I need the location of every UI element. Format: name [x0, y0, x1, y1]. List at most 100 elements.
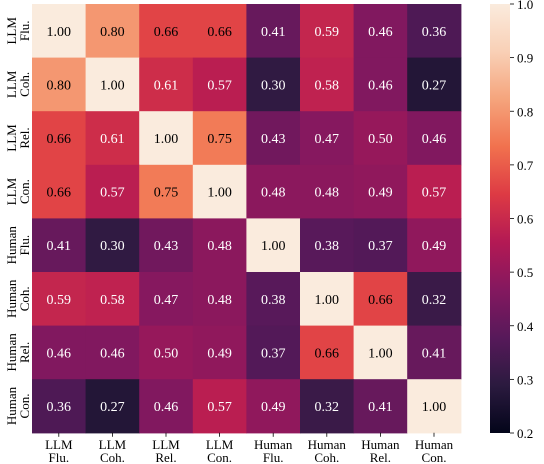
heatmap-cell	[192, 325, 247, 380]
heatmap-cell	[353, 218, 408, 273]
cell-value-label: 0.66	[47, 132, 72, 147]
cell-value-label: 0.48	[261, 186, 286, 201]
cell-value-label: 0.57	[100, 186, 125, 201]
heatmap-cell	[353, 325, 408, 380]
cell-value-label: 0.57	[207, 400, 232, 415]
cell-value-label: 0.32	[422, 293, 447, 308]
colorbar-tick-label: 0.3	[517, 372, 533, 387]
heatmap-cell	[32, 111, 87, 166]
svg-text:Human: Human	[4, 279, 19, 318]
heatmap-cell	[300, 218, 355, 273]
heatmap-cell	[32, 272, 87, 327]
cell-value-label: 0.41	[47, 239, 72, 254]
svg-text:Human: Human	[4, 386, 19, 425]
cell-value-label: 0.38	[315, 239, 340, 254]
column-label-line1: Human	[415, 437, 454, 452]
cell-value-label: 0.43	[261, 132, 286, 147]
heatmap-cell	[407, 218, 462, 273]
heatmap-cell	[85, 4, 140, 59]
heatmap-cell	[32, 4, 87, 59]
column-label-line1: Human	[308, 437, 347, 452]
column-label-line2: Coh.	[314, 450, 339, 464]
row-labels: LLMFlu.LLMCoh.LLMRel.LLMCon.HumanFlu.Hum…	[4, 17, 32, 425]
cell-value-label: 0.46	[422, 132, 447, 147]
cell-value-label: 0.30	[261, 78, 286, 93]
cell-value-label: 0.57	[207, 78, 232, 93]
svg-text:Human: Human	[4, 333, 19, 372]
svg-text:Flu.: Flu.	[17, 235, 32, 256]
colorbar-tick-label: 0.6	[517, 212, 534, 227]
cell-value-label: 0.41	[368, 400, 393, 415]
heatmap-cell	[300, 4, 355, 59]
heatmap-cell	[32, 164, 87, 219]
cell-value-label: 0.58	[315, 78, 340, 93]
heatmap-cell	[407, 111, 462, 166]
cell-value-label: 0.41	[422, 346, 447, 361]
column-label-line2: Flu.	[263, 450, 284, 464]
cell-value-label: 0.75	[207, 132, 232, 147]
cell-value-label: 1.00	[261, 239, 286, 254]
heatmap-cell	[246, 111, 301, 166]
column-label-line2: Rel.	[155, 450, 176, 464]
cell-value-label: 1.00	[422, 400, 447, 415]
heatmap-cell	[246, 4, 301, 59]
heatmap-cell	[192, 4, 247, 59]
cell-value-label: 0.27	[422, 78, 447, 93]
colorbar-tick-label: 1.0	[517, 0, 533, 12]
heatmap-cell	[407, 57, 462, 112]
svg-text:Rel.: Rel.	[17, 127, 32, 148]
colorbar-tick-label: 0.7	[517, 158, 534, 173]
heatmap-cell	[300, 379, 355, 434]
cell-value-label: 0.49	[368, 186, 393, 201]
cell-value-label: 1.00	[207, 186, 232, 201]
cell-value-label: 0.36	[422, 25, 447, 40]
svg-text:Con.: Con.	[17, 394, 32, 419]
svg-text:Flu.: Flu.	[17, 21, 32, 42]
cell-value-label: 0.58	[100, 293, 125, 308]
heatmap-cell	[192, 57, 247, 112]
cell-value-label: 1.00	[47, 25, 72, 40]
heatmap-cell	[139, 218, 194, 273]
cell-value-label: 0.66	[154, 25, 179, 40]
colorbar-tick-label: 0.8	[517, 104, 533, 119]
heatmap-cell	[246, 218, 301, 273]
cell-value-label: 0.46	[100, 346, 125, 361]
heatmap-cell	[32, 57, 87, 112]
cell-value-label: 0.48	[207, 239, 232, 254]
cell-value-label: 0.80	[100, 25, 125, 40]
cell-value-label: 1.00	[368, 346, 393, 361]
cell-value-label: 0.38	[261, 293, 286, 308]
cell-value-label: 0.41	[261, 25, 286, 40]
column-label-line1: LLM	[99, 437, 127, 452]
heatmap-cell	[192, 379, 247, 434]
heatmap-cell	[32, 379, 87, 434]
heatmap-cell	[407, 325, 462, 380]
cell-value-label: 0.47	[154, 293, 179, 308]
heatmap-cell	[139, 57, 194, 112]
column-labels: LLMFlu.LLMCoh.LLMRel.LLMCon.HumanFlu.Hum…	[45, 432, 454, 464]
cell-value-label: 0.43	[154, 239, 179, 254]
cell-value-label: 0.59	[315, 25, 340, 40]
heatmap-cell	[353, 4, 408, 59]
cell-value-label: 0.50	[154, 346, 179, 361]
cell-value-label: 0.75	[154, 186, 179, 201]
cell-value-label: 0.66	[207, 25, 232, 40]
cell-value-label: 0.32	[315, 400, 340, 415]
heatmap-cell	[139, 4, 194, 59]
heatmap-cell	[353, 379, 408, 434]
heatmap-cell	[192, 218, 247, 273]
cell-value-label: 0.50	[368, 132, 393, 147]
heatmap-cell	[85, 218, 140, 273]
heatmap-cell	[85, 164, 140, 219]
heatmap-cell	[407, 272, 462, 327]
cell-value-label: 0.49	[422, 239, 447, 254]
colorbar-tick-label: 0.4	[517, 319, 534, 334]
colorbar-gradient	[490, 4, 510, 433]
cell-value-label: 0.57	[422, 186, 447, 201]
cell-value-label: 1.00	[154, 132, 179, 147]
column-label-line2: Con.	[422, 450, 447, 464]
svg-text:Human: Human	[4, 226, 19, 265]
heatmap-cell	[32, 325, 87, 380]
